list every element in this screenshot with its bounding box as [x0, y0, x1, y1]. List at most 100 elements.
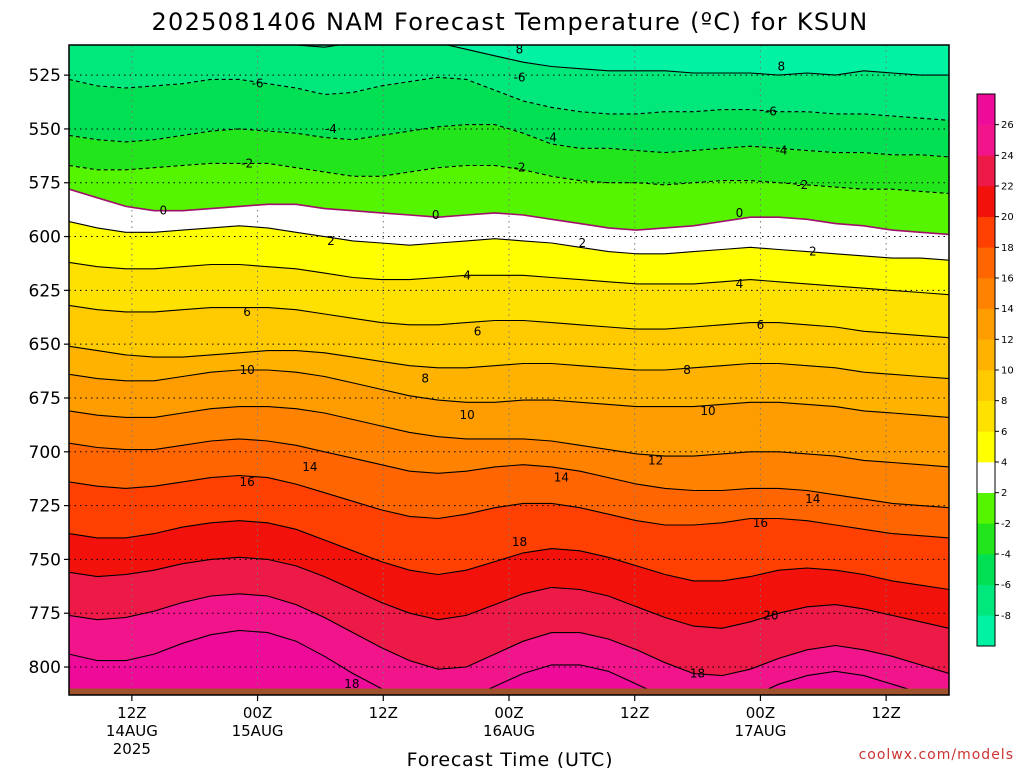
colorbar-label-6: 6: [1001, 427, 1007, 438]
isotherm-label--2-1: -2: [513, 161, 525, 175]
x-tick-label-0: 12Z: [117, 704, 146, 722]
colorbar-label-5: 4: [1001, 458, 1007, 469]
colorbar-swatch-10: [977, 308, 995, 340]
isotherm-label-4-1: 4: [736, 277, 744, 291]
y-tick-label-700: 700: [29, 443, 61, 463]
isotherm-16: [69, 474, 949, 539]
isotherm-18: [69, 520, 949, 591]
colorbar-swatch-17: [977, 94, 995, 125]
colorbar-label-10: 14: [1001, 304, 1014, 315]
colorbar-swatch-7: [977, 400, 995, 432]
isotherm-22: [69, 593, 949, 677]
y-tick-label-600: 600: [29, 228, 61, 248]
isotherm-label-0-2: 0: [736, 206, 744, 220]
temperature-band-16: [69, 593, 949, 695]
isotherm-label-20-0: 20: [763, 608, 778, 622]
colorbar-label-13: 20: [1001, 212, 1014, 223]
isotherm-14: [69, 438, 949, 509]
isotherm-label--2-0: -2: [241, 156, 253, 170]
isotherm-8: [288, 45, 949, 76]
y-tick-label-525: 525: [29, 66, 61, 86]
isotherm-layer: 8 8 -6 -6 -6 -4 -4 -4 -2 -2 -2 0 0 0 2 2 2 4 4 6 6 6 8 8 10 10 10 1…: [69, 42, 949, 695]
isotherm-label-2-0: 2: [327, 234, 335, 248]
isotherm-label--2-2: -2: [796, 178, 808, 192]
colorbar-swatch-11: [977, 278, 995, 309]
ground-surface: [69, 688, 949, 695]
colorbar-swatch-12: [977, 247, 995, 279]
y-tick-label-650: 650: [29, 335, 61, 355]
colorbar-label-7: 8: [1001, 396, 1007, 407]
isotherm-label-2-1: 2: [579, 236, 587, 250]
colorbar-swatch-5: [977, 462, 995, 493]
y-tick-label-775: 775: [29, 604, 61, 624]
isotherm-label-0-1: 0: [432, 208, 440, 222]
temperature-band-17: [69, 630, 928, 695]
isotherm-2: [69, 220, 949, 261]
colorbar-label-2: -4: [1001, 550, 1011, 561]
colorbar-label-11: 16: [1001, 274, 1014, 285]
x-tick-date-0: 14AUG: [106, 722, 158, 740]
x-tick-date-3: 16AUG: [483, 722, 535, 740]
y-tick-label-750: 750: [29, 550, 61, 570]
x-tick-date-1: 15AUG: [232, 722, 284, 740]
colorbar-swatch-14: [977, 186, 995, 217]
colorbar-swatch-6: [977, 431, 995, 463]
isotherm-label--6-0: -6: [252, 77, 264, 91]
y-axis: 525 550 575 600 625 650 675 700 725 750 775 800: [29, 66, 69, 678]
isotherm-label-2-2: 2: [809, 245, 817, 259]
isotherm-label--4-2: -4: [775, 143, 787, 157]
temperature-band-3: [69, 124, 949, 194]
isotherm-label-6-2: 6: [757, 318, 765, 332]
isotherm-label--6-2: -6: [765, 105, 777, 119]
isotherm-label-10-2: 10: [700, 404, 715, 418]
colorbar-label-1: -6: [1001, 580, 1011, 591]
x-tick-label-1: 00Z: [243, 704, 272, 722]
isotherm-label-10-0: 10: [239, 363, 254, 377]
y-tick-label-725: 725: [29, 497, 61, 517]
isotherm-10: [69, 369, 949, 418]
colorbar-swatch-1: [977, 584, 995, 616]
colorbar-swatch-2: [977, 554, 995, 585]
isotherm-label-8-1: 8: [683, 363, 691, 377]
isotherm-label-8-0: 8: [421, 372, 429, 386]
isotherm-label-16-0: 16: [239, 475, 254, 489]
isotherm-label--4-0: -4: [325, 122, 337, 136]
isotherm--4: [69, 124, 949, 158]
temperature-band-13: [69, 475, 949, 590]
y-tick-label-575: 575: [29, 174, 61, 194]
temperature-band-4: [69, 163, 949, 235]
x-tick-year-0: 2025: [113, 740, 151, 758]
x-tick-label-2: 12Z: [369, 704, 398, 722]
temperature-fill-layer: [69, 45, 949, 695]
y-tick-label-625: 625: [29, 281, 61, 301]
isotherm-4: [69, 261, 949, 296]
isotherm-label-6-1: 6: [474, 324, 482, 338]
isotherm-label-18-0: 18: [512, 535, 527, 549]
y-tick-label-675: 675: [29, 389, 61, 409]
colorbar-label-9: 12: [1001, 335, 1014, 346]
temperature-band-5: [69, 189, 949, 261]
credit-text: coolwx.com/models: [859, 747, 1014, 763]
isotherm-6: [69, 304, 949, 339]
isotherm-20: [69, 556, 949, 629]
temperature-band-12: [69, 438, 949, 538]
temperature-band-10: [69, 370, 949, 467]
colorbar-label-3: -2: [1001, 519, 1011, 530]
colorbar-swatch-13: [977, 216, 995, 248]
x-tick-label-5: 00Z: [746, 704, 775, 722]
temperature-band-15: [69, 557, 949, 676]
y-tick-label-550: 550: [29, 120, 61, 140]
isotherm-label-4-0: 4: [463, 268, 471, 282]
colorbar-swatch-9: [977, 339, 995, 371]
chart-title: 2025081406 NAM Forecast Temperature (ºC)…: [151, 8, 868, 36]
isotherm-label-6-0: 6: [243, 305, 251, 319]
x-tick-label-3: 00Z: [494, 704, 523, 722]
y-tick-label-800: 800: [29, 658, 61, 678]
terrain-layer: [69, 688, 949, 695]
isotherm-label--6-1: -6: [513, 70, 525, 84]
isotherm--2: [69, 162, 949, 195]
isotherm-label-8-0: 8: [516, 42, 524, 56]
x-axis-label: Forecast Time (UTC): [407, 749, 614, 768]
